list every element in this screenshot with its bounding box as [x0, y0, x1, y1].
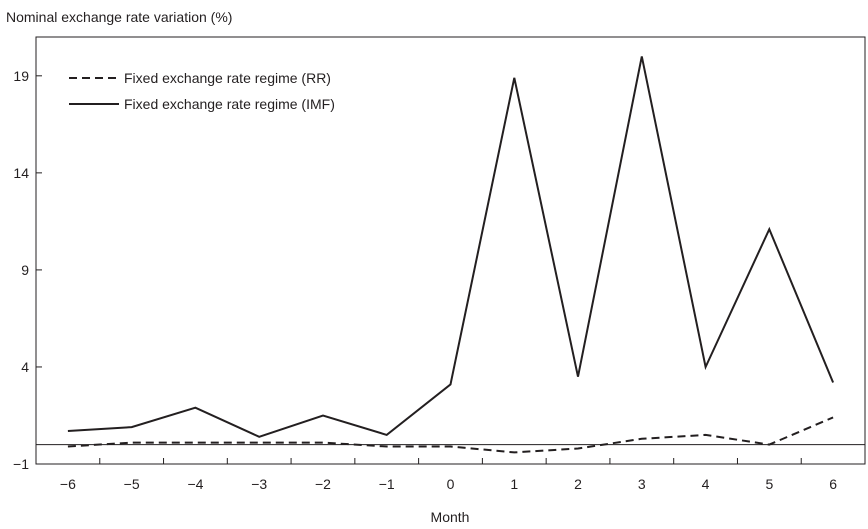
y-tick-label: 9 [21, 262, 29, 278]
x-tick-label: 3 [638, 476, 646, 492]
x-tick-label: −3 [251, 476, 267, 492]
y-axis-title: Nominal exchange rate variation (%) [6, 9, 232, 25]
x-tick-label: −5 [124, 476, 140, 492]
x-tick-label: 6 [829, 476, 837, 492]
legend: Fixed exchange rate regime (RR) Fixed exc… [69, 70, 335, 112]
legend-label: Fixed exchange rate regime (RR) [124, 70, 331, 86]
x-axis-title: Month [431, 509, 470, 525]
series-layer [67, 56, 835, 454]
x-tick-label: 1 [510, 476, 518, 492]
plot-frame [35, 36, 866, 465]
x-tick-label: −1 [379, 476, 395, 492]
x-tick-label: 2 [574, 476, 582, 492]
series-line-imf [67, 56, 835, 438]
x-tick-label: −4 [187, 476, 203, 492]
x-tick-label: 0 [447, 476, 455, 492]
y-tick-label: 14 [13, 165, 29, 181]
x-tick-label: 5 [765, 476, 773, 492]
series-line-rr [67, 416, 834, 454]
x-tick-label: −2 [315, 476, 331, 492]
y-axis-ticks: −1 4 9 14 19 [13, 68, 42, 472]
legend-label: Fixed exchange rate regime (IMF) [124, 96, 335, 112]
y-tick-label: −1 [13, 456, 29, 472]
x-axis-ticks: −6 −5 −4 −3 −2 −1 0 1 2 3 4 5 6 [60, 458, 837, 492]
x-tick-label: −6 [60, 476, 76, 492]
y-tick-label: 4 [21, 359, 29, 375]
x-tick-label: 4 [702, 476, 710, 492]
y-tick-label: 19 [13, 68, 29, 84]
